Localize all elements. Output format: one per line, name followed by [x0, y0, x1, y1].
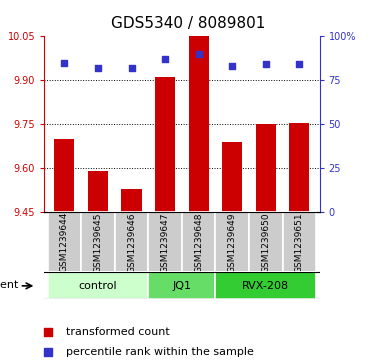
Point	[296, 62, 303, 68]
Bar	[256, 124, 276, 212]
Bar	[249, 212, 283, 272]
Text: agent: agent	[0, 280, 18, 290]
Text: GSM1239647: GSM1239647	[161, 212, 170, 273]
Point	[45, 349, 52, 355]
Text: JQ1: JQ1	[172, 281, 191, 291]
Text: GDS5340 / 8089801: GDS5340 / 8089801	[112, 16, 266, 31]
Point	[61, 60, 67, 66]
Text: GSM1239644: GSM1239644	[60, 212, 69, 273]
Bar	[54, 139, 74, 212]
Bar	[290, 123, 310, 212]
Text: transformed count: transformed count	[66, 327, 170, 337]
Point	[162, 56, 168, 62]
Point	[229, 63, 235, 69]
Bar	[148, 212, 182, 272]
Bar	[81, 212, 115, 272]
Text: GSM1239651: GSM1239651	[295, 212, 304, 273]
Text: control: control	[79, 281, 117, 291]
Bar	[283, 212, 316, 272]
Point	[196, 51, 202, 57]
Bar	[155, 77, 175, 212]
Text: RVX-208: RVX-208	[242, 281, 290, 291]
Text: GSM1239646: GSM1239646	[127, 212, 136, 273]
Bar	[216, 272, 316, 299]
Bar	[216, 212, 249, 272]
Text: GSM1239645: GSM1239645	[94, 212, 102, 273]
Text: GSM1239648: GSM1239648	[194, 212, 203, 273]
Point	[263, 62, 269, 68]
Point	[95, 65, 101, 71]
Point	[45, 329, 52, 335]
Bar	[115, 212, 148, 272]
Bar	[189, 36, 209, 212]
Bar	[122, 189, 142, 212]
Text: GSM1239649: GSM1239649	[228, 212, 237, 273]
Text: GSM1239650: GSM1239650	[261, 212, 270, 273]
Bar	[222, 142, 242, 212]
Bar	[148, 272, 216, 299]
Bar	[88, 171, 108, 212]
Text: percentile rank within the sample: percentile rank within the sample	[66, 347, 254, 357]
Bar	[48, 212, 81, 272]
Bar	[182, 212, 216, 272]
Point	[129, 65, 135, 71]
Bar	[48, 272, 148, 299]
